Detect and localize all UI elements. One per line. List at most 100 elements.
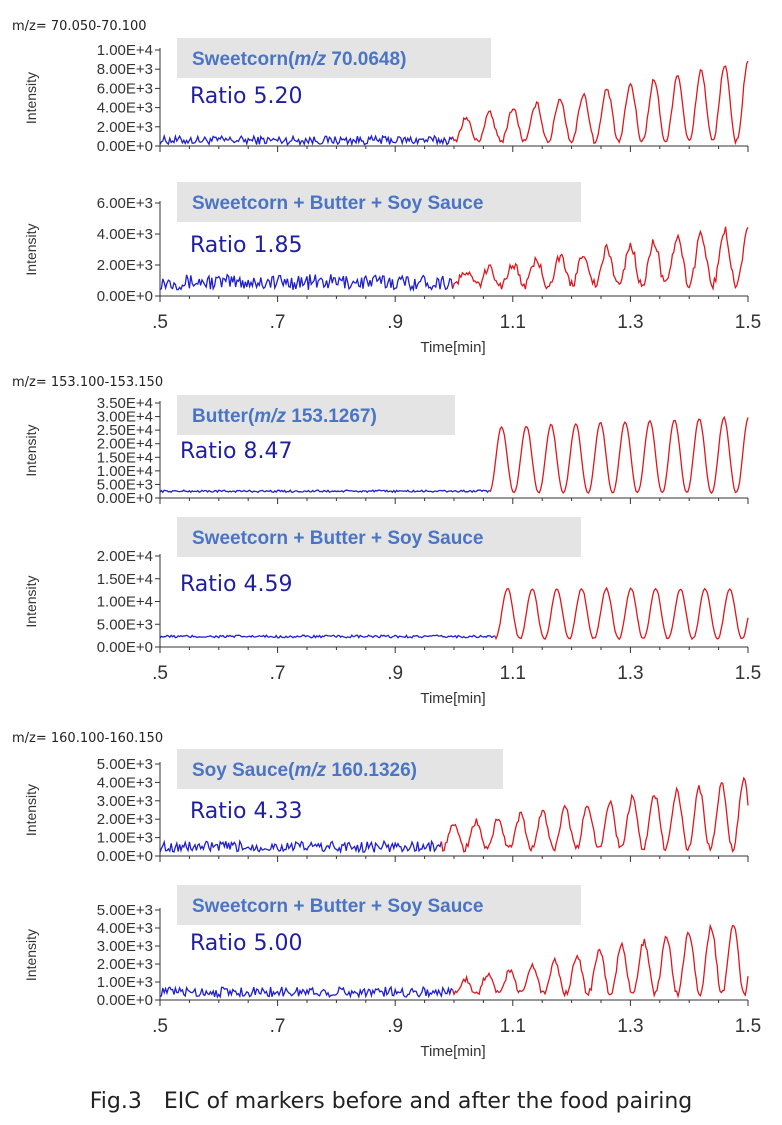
x-tick-label: 1.3: [617, 1016, 643, 1037]
y-tick-label: 4.00E+3: [97, 774, 153, 791]
y-tick-label: 3.00E+3: [97, 793, 153, 810]
trace-after: [488, 415, 749, 495]
y-tick-label: 0.00E+0: [97, 848, 153, 865]
x-tick-label: 1.5: [735, 663, 761, 684]
x-tick-label: 1.1: [500, 1016, 526, 1037]
sample-badge-text: Butter(m/z 153.1267): [192, 406, 377, 427]
y-tick-label: 5.00E+3: [97, 902, 153, 919]
trace-after: [451, 60, 749, 146]
sample-name: Butter: [192, 406, 249, 427]
chart-panel: m/z= 153.100-153.150 0.00E+05.00E+31.00E+…: [12, 375, 749, 507]
sample-name: Sweetcorn + Butter + Soy Sauce: [192, 193, 483, 214]
x-tick-label: .9: [387, 663, 403, 684]
mz-paren: (: [288, 49, 295, 70]
sample-badge-text: Sweetcorn(m/z 70.0648): [192, 49, 406, 70]
x-tick-label: .7: [270, 312, 286, 333]
x-tick-label: .5: [152, 1016, 168, 1037]
x-tick-label: .7: [270, 663, 286, 684]
sample-badge: [177, 517, 581, 557]
mz-paren: (: [248, 406, 255, 427]
ratio-label: Ratio 5.20: [190, 84, 302, 109]
y-axis-label: Intensity: [23, 424, 39, 476]
trace-after: [451, 226, 749, 291]
y-tick-label: 2.00E+3: [97, 119, 153, 136]
mz-range-label: m/z= 160.100-160.150: [12, 731, 163, 746]
y-axis-label: Intensity: [23, 784, 39, 836]
y-tick-label: 3.00E+4: [97, 409, 153, 426]
x-tick-label: .5: [152, 663, 168, 684]
y-tick-label: 1.00E+3: [97, 830, 153, 847]
y-tick-label: 3.00E+3: [97, 938, 153, 955]
y-tick-label: 1.00E+4: [97, 42, 153, 59]
mz-range-label: m/z= 70.050-70.100: [12, 19, 147, 34]
mz-value: 70.0648): [326, 49, 406, 70]
sample-name: Soy Sauce: [192, 760, 288, 781]
x-tick-label: 1.5: [735, 1016, 761, 1037]
y-tick-label: 0.00E+0: [97, 288, 153, 305]
y-tick-label: 3.50E+4: [97, 395, 153, 412]
x-tick-label: .7: [270, 1016, 286, 1037]
y-tick-label: 4.00E+3: [97, 100, 153, 117]
mz-italic: m/z: [294, 49, 326, 70]
y-tick-label: 2.50E+4: [97, 422, 153, 439]
x-tick-label: .9: [387, 1016, 403, 1037]
y-tick-label: 0.00E+0: [97, 490, 153, 507]
x-axis-label: Time[min]: [420, 339, 485, 356]
y-tick-label: 1.50E+4: [97, 571, 153, 588]
y-tick-label: 0.00E+0: [97, 639, 153, 656]
sample-badge: [177, 38, 491, 78]
y-tick-label: 2.00E+3: [97, 257, 153, 274]
chart-panel: m/z= 70.050-70.100 0.00E+0 2.00E+3 4.00E+3 6…: [12, 19, 749, 155]
y-axis-label: Intensity: [23, 72, 39, 124]
x-tick-label: 1.1: [500, 663, 526, 684]
y-tick-label: 6.00E+3: [97, 80, 153, 97]
sample-badge: [177, 395, 455, 435]
y-tick-label: 4.00E+3: [97, 226, 153, 243]
sample-badge: [177, 182, 581, 222]
y-axis-label: Intensity: [23, 575, 39, 627]
mz-value: 160.1326): [326, 760, 417, 781]
chart-panel: 0.00E+01.00E+32.00E+33.00E+34.00E+35.00E…: [23, 885, 761, 1060]
sample-badge-text: Sweetcorn + Butter + Soy Sauce: [192, 896, 483, 917]
chart-panel: 0.00E+0 2.00E+3 4.00E+3 6.00E+3 .5 .7 .9 1.1 1.3…: [23, 182, 761, 356]
trace-after: [494, 586, 749, 641]
ratio-label: Ratio 4.33: [190, 799, 302, 824]
y-tick-label: 2.00E+3: [97, 811, 153, 828]
trace-before: [159, 273, 454, 293]
mz-range-label: m/z= 153.100-153.150: [12, 375, 163, 390]
sample-name: Sweetcorn + Butter + Soy Sauce: [192, 528, 483, 549]
y-tick-label: 1.00E+3: [97, 974, 153, 991]
trace-after: [451, 923, 749, 999]
trace-before: [159, 839, 443, 855]
y-tick-label: 6.00E+3: [97, 195, 153, 212]
mz-paren: (: [288, 760, 295, 781]
ratio-label: Ratio 8.47: [180, 439, 292, 464]
x-tick-label: .9: [387, 312, 403, 333]
mz-italic: m/z: [294, 760, 326, 781]
sample-name: Sweetcorn: [192, 49, 288, 70]
y-tick-label: 2.00E+3: [97, 956, 153, 973]
x-tick-label: 1.5: [735, 312, 761, 333]
y-tick-label: 2.00E+4: [97, 548, 153, 565]
ratio-label: Ratio 1.85: [190, 233, 302, 258]
y-axis-label: Intensity: [23, 929, 39, 981]
y-tick-label: 5.00E+3: [97, 616, 153, 633]
eic-figure: m/z= 70.050-70.100 0.00E+0 2.00E+3 4.00E+3 6…: [12, 19, 761, 1060]
y-tick-label: 5.00E+3: [97, 756, 153, 773]
figure-caption: Fig.3 EIC of markers before and after th…: [89, 1089, 693, 1114]
x-tick-label: 1.3: [617, 312, 643, 333]
y-tick-label: 8.00E+3: [97, 61, 153, 78]
sample-badge-text: Sweetcorn + Butter + Soy Sauce: [192, 528, 483, 549]
trace-before: [159, 985, 453, 999]
y-axis-label: Intensity: [23, 223, 39, 275]
x-tick-label: 1.3: [617, 663, 643, 684]
y-tick-label: 0.00E+0: [97, 992, 153, 1009]
ratio-label: Ratio 4.59: [180, 572, 292, 597]
mz-italic: m/z: [254, 406, 286, 427]
x-tick-label: 1.1: [500, 312, 526, 333]
y-tick-label: 4.00E+3: [97, 920, 153, 937]
y-tick-label: 0.00E+0: [97, 138, 153, 155]
x-tick-label: .5: [152, 312, 168, 333]
trace-before: [159, 489, 490, 494]
trace-before: [159, 634, 495, 639]
